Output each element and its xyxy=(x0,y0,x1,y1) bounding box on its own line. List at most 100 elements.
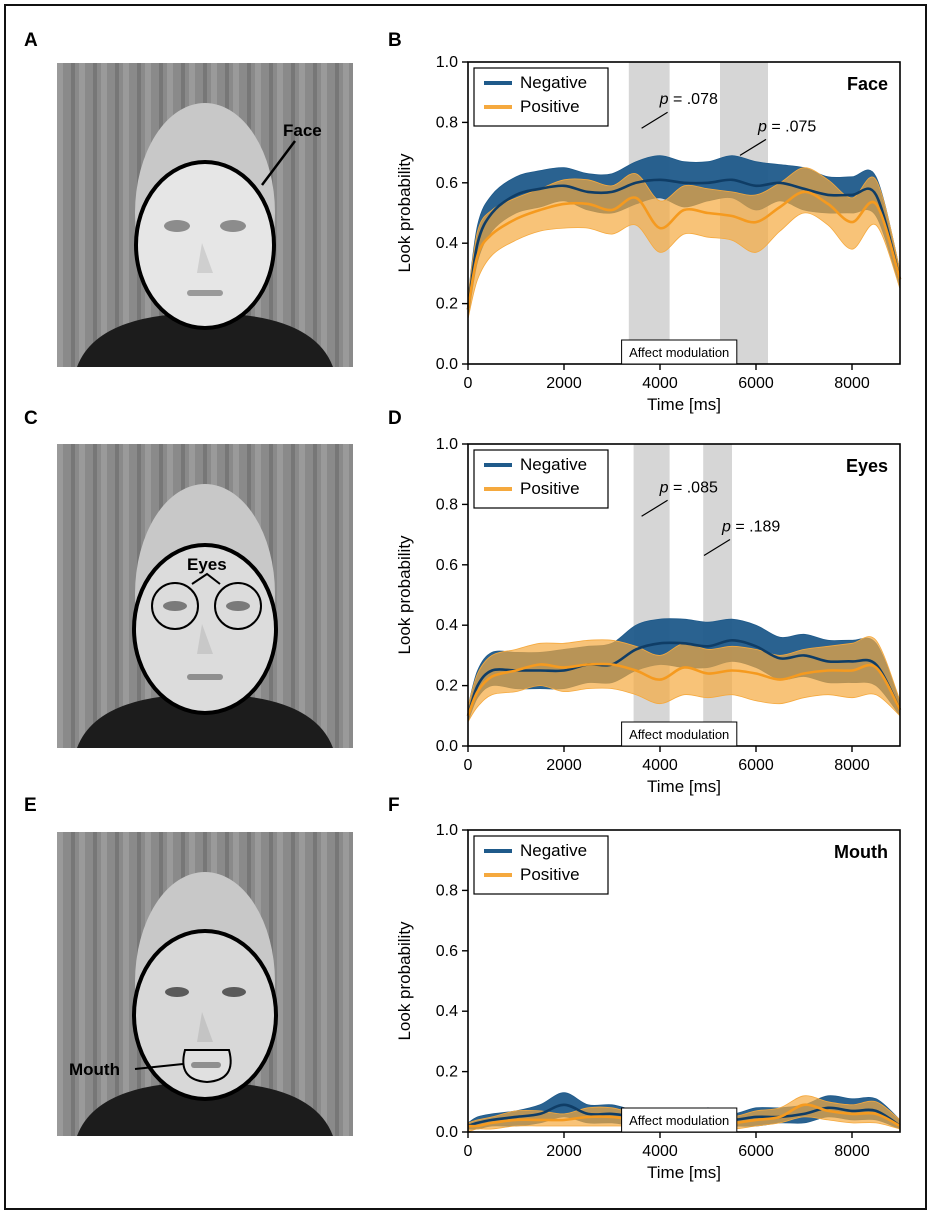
x-tick-label: 6000 xyxy=(738,375,774,392)
y-tick-label: 0.4 xyxy=(436,617,458,634)
p-value-label-2: p = .189 xyxy=(721,519,780,536)
x-tick-label: 0 xyxy=(464,757,473,774)
affect-modulation-box xyxy=(621,721,738,747)
negative-ci-band xyxy=(467,155,901,319)
face-label-leader xyxy=(261,140,296,186)
y-tick-label: 0.6 xyxy=(436,557,458,574)
y-tick-label: 1.0 xyxy=(436,436,458,453)
legend-label-negative: Negative xyxy=(520,841,587,860)
y-tick-label: 0.4 xyxy=(436,1003,458,1020)
face-photo-e: Mouth xyxy=(57,832,353,1136)
x-tick-label: 4000 xyxy=(642,1143,678,1160)
chart-region-title: Face xyxy=(847,74,888,94)
figure-frame xyxy=(4,4,927,1210)
p-value-label-1: p = .078 xyxy=(659,91,718,108)
right-eye-shape xyxy=(222,987,246,997)
p-value-leader-1 xyxy=(641,111,668,129)
left-eye-shape xyxy=(163,601,187,611)
x-axis-title: Time [ms] xyxy=(647,395,721,414)
face-photo-c: Eyes xyxy=(57,444,353,748)
negative-mean-line xyxy=(466,178,902,310)
y-tick-label: 0.8 xyxy=(436,114,458,131)
affect-modulation-box xyxy=(621,1107,738,1133)
left-eye-aoi xyxy=(151,582,199,630)
legend-label-positive: Positive xyxy=(520,479,580,498)
p-value-label-1: p = .085 xyxy=(659,479,718,496)
chart-b-face: 0.0 0.2 0.4 0.6 0.8 1.0 0 2000 4000 6000 8000 Time … xyxy=(395,54,902,414)
panel-letter-b: B xyxy=(388,30,402,51)
panel-letter-e: E xyxy=(24,795,37,816)
face-photo-a: Face xyxy=(57,63,353,367)
y-axis-title: Look probability xyxy=(395,921,414,1041)
positive-mean-line xyxy=(466,662,902,717)
y-tick-label: 0.8 xyxy=(436,882,458,899)
chart-region-title: Eyes xyxy=(846,456,888,476)
shirt-shape xyxy=(77,1082,333,1136)
y-tick-label: 0.2 xyxy=(436,1064,458,1081)
right-eye-aoi xyxy=(214,582,262,630)
right-eye-shape xyxy=(220,220,246,232)
y-tick-label: 0.4 xyxy=(436,235,458,252)
eyes-label: Eyes xyxy=(187,555,227,574)
mouth-label-leader xyxy=(134,1063,184,1070)
affect-modulation-label: Affect modulation xyxy=(629,1113,729,1128)
x-tick-label: 2000 xyxy=(546,375,582,392)
x-tick-label: 8000 xyxy=(834,757,870,774)
x-tick-label: 4000 xyxy=(642,757,678,774)
x-tick-label: 8000 xyxy=(834,375,870,392)
affect-modulation-label: Affect modulation xyxy=(629,727,729,742)
y-tick-label: 1.0 xyxy=(436,822,458,839)
panel-letter-f: F xyxy=(388,795,400,816)
face-aoi-outline xyxy=(134,160,276,330)
chart-f-mouth: 0.0 0.2 0.4 0.6 0.8 1.0 0 2000 4000 6000 8000 Time … xyxy=(395,822,901,1182)
x-tick-label: 0 xyxy=(464,375,473,392)
affect-modulation-box xyxy=(621,339,738,365)
y-tick-label: 1.0 xyxy=(436,54,458,71)
face-aoi-outline xyxy=(132,543,278,715)
p-value-leader-2 xyxy=(703,539,731,557)
chart-region-title: Mouth xyxy=(834,842,888,862)
legend-label-positive: Positive xyxy=(520,865,580,884)
x-tick-label: 8000 xyxy=(834,1143,870,1160)
x-axis-title: Time [ms] xyxy=(647,777,721,796)
y-axis-title: Look probability xyxy=(395,535,414,655)
y-tick-label: 0.2 xyxy=(436,678,458,695)
face-aoi-outline xyxy=(132,929,278,1101)
x-tick-label: 6000 xyxy=(738,1143,774,1160)
legend-box xyxy=(473,67,609,127)
nose-shape xyxy=(197,243,213,273)
y-tick-label: 0.0 xyxy=(436,356,458,373)
eyes-label-leader xyxy=(191,572,221,585)
mouth-shape xyxy=(187,290,223,296)
y-tick-label: 0.6 xyxy=(436,175,458,192)
shirt-shape xyxy=(77,313,333,367)
x-tick-label: 0 xyxy=(464,1143,473,1160)
affect-modulation-label: Affect modulation xyxy=(629,345,729,360)
nose-shape xyxy=(197,1012,213,1042)
panel-letter-c: C xyxy=(24,408,38,429)
panel-letter-d: D xyxy=(388,408,402,429)
y-tick-label: 0.8 xyxy=(436,496,458,513)
positive-ci-band xyxy=(467,636,901,724)
y-tick-label: 0.0 xyxy=(436,1124,458,1141)
p-value-label-2: p = .075 xyxy=(757,118,816,135)
x-tick-label: 2000 xyxy=(546,1143,582,1160)
y-tick-label: 0.2 xyxy=(436,296,458,313)
right-eye-shape xyxy=(226,601,250,611)
legend-box xyxy=(473,449,609,509)
mouth-label: Mouth xyxy=(69,1060,120,1079)
p-value-leader-2 xyxy=(739,138,767,156)
legend-label-positive: Positive xyxy=(520,97,580,116)
left-eye-shape xyxy=(165,987,189,997)
x-axis-title: Time [ms] xyxy=(647,1163,721,1182)
mouth-shape xyxy=(191,1062,221,1068)
y-axis-title: Look probability xyxy=(395,153,414,273)
panel-letter-a: A xyxy=(24,30,38,51)
y-tick-label: 0.0 xyxy=(436,738,458,755)
x-tick-label: 6000 xyxy=(738,757,774,774)
legend-box xyxy=(473,835,609,895)
y-tick-label: 0.6 xyxy=(436,943,458,960)
nose-shape xyxy=(197,624,213,654)
x-tick-label: 4000 xyxy=(642,375,678,392)
p-value-leader-1 xyxy=(641,499,668,517)
